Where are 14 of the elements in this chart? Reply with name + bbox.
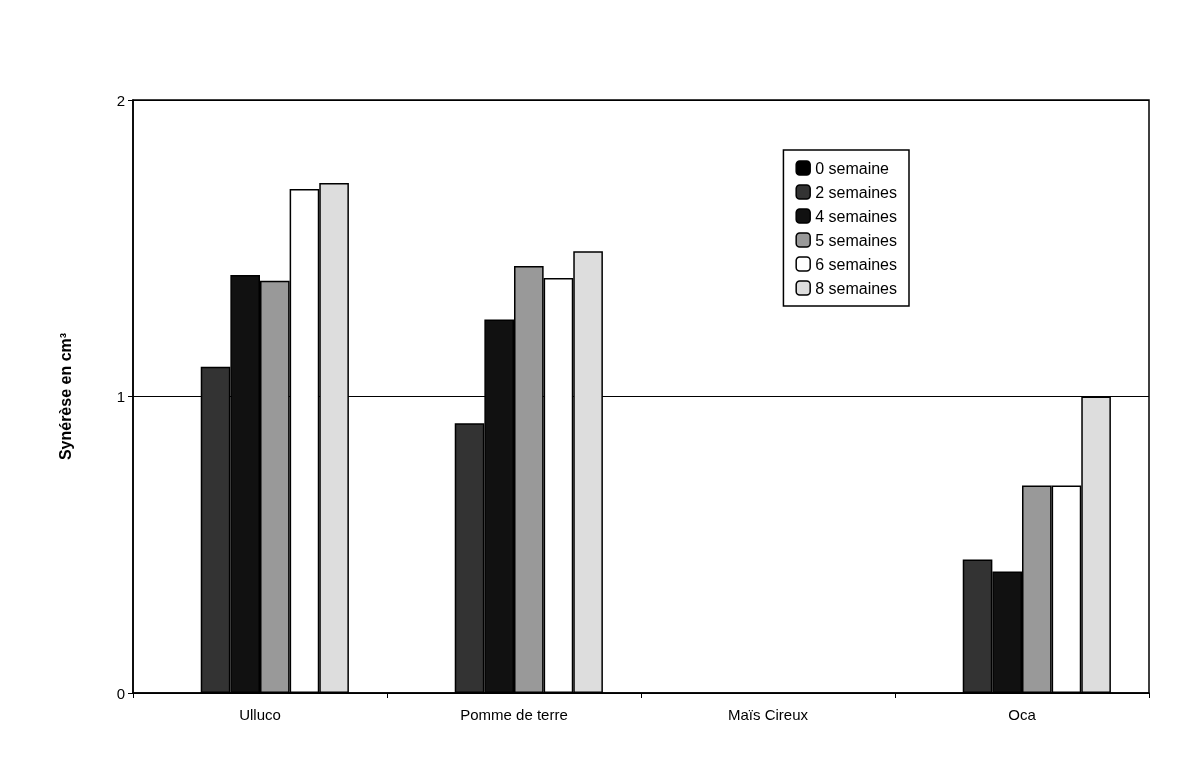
legend-label: 4 semaines	[815, 207, 898, 225]
legend-label: 8 semaines	[815, 279, 898, 297]
x-tick-label: Ulluco	[239, 706, 281, 723]
legend-label: 2 semaines	[815, 183, 898, 201]
legend-label: 6 semaines	[815, 255, 898, 273]
x-tick-label: Maïs Cireux	[727, 706, 809, 723]
x-tick-label: Pomme de terre	[460, 706, 568, 723]
y-tick-label: 2	[116, 91, 125, 109]
y-tick-label: 0	[116, 684, 125, 702]
legend-label: 5 semaines	[815, 231, 898, 249]
x-tick-label: Oca	[1008, 706, 1037, 723]
y-axis-title: Synérèse en cm³	[56, 332, 74, 461]
legend-label: 0 semaine	[815, 159, 890, 177]
y-tick-label: 1	[116, 388, 125, 405]
